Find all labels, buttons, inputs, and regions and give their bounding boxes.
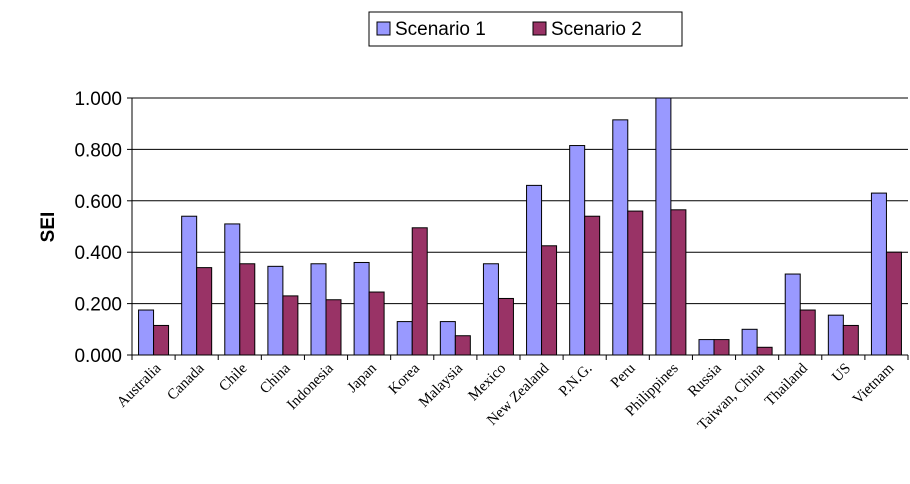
bar-1 bbox=[310, 263, 327, 356]
bar-1 bbox=[612, 119, 629, 356]
bar-2 bbox=[670, 209, 687, 356]
bar-2 bbox=[627, 210, 644, 356]
legend-label: Scenario 2 bbox=[551, 19, 642, 40]
x-tick-label: Thailand bbox=[762, 360, 811, 409]
bar-2 bbox=[842, 324, 859, 356]
x-tick-label: Korea bbox=[386, 360, 423, 397]
bar-2 bbox=[239, 263, 256, 356]
bar-2 bbox=[282, 295, 299, 356]
y-axis-label: SEI bbox=[38, 212, 59, 243]
bars bbox=[138, 97, 902, 356]
bar-2 bbox=[454, 335, 471, 356]
x-tick-label: US bbox=[829, 361, 854, 386]
y-tick-label: 0.000 bbox=[74, 346, 122, 367]
bar-2 bbox=[411, 227, 428, 356]
legend: Scenario 1 Scenario 2 bbox=[368, 11, 683, 47]
y-tick-label: 1.000 bbox=[74, 89, 122, 110]
bar-2 bbox=[541, 245, 558, 356]
x-tick-label: China bbox=[257, 360, 294, 397]
bar-2 bbox=[756, 346, 773, 356]
bar-2 bbox=[799, 309, 816, 356]
bar-1 bbox=[439, 321, 456, 356]
bar-2 bbox=[196, 267, 213, 356]
bar-1 bbox=[698, 339, 715, 356]
x-tick-label: Australia bbox=[114, 360, 164, 410]
y-tick-label: 0.800 bbox=[74, 140, 122, 161]
x-tick-label: Indonesia bbox=[284, 360, 337, 413]
bar-1 bbox=[784, 273, 801, 356]
y-tick-label: 0.400 bbox=[74, 243, 122, 264]
legend-swatch bbox=[532, 21, 547, 36]
x-tick-label: Russia bbox=[685, 360, 725, 400]
legend-swatch bbox=[376, 21, 391, 36]
bar-1 bbox=[827, 314, 844, 356]
bar-2 bbox=[885, 251, 902, 356]
bar-2 bbox=[497, 297, 514, 356]
bar-1 bbox=[526, 184, 543, 356]
bar-1 bbox=[569, 145, 586, 356]
legend-label: Scenario 1 bbox=[395, 19, 486, 40]
bar-1 bbox=[741, 328, 758, 356]
axes bbox=[131, 98, 909, 360]
bar-1 bbox=[224, 223, 241, 356]
x-tick-label: Malaysia bbox=[416, 360, 466, 410]
bar-2 bbox=[584, 215, 601, 356]
y-tick-label: 0.200 bbox=[74, 295, 122, 316]
gridlines bbox=[127, 97, 908, 356]
x-tick-label: Peru bbox=[608, 360, 639, 391]
x-tick-label: Japan bbox=[344, 360, 380, 396]
bar-1 bbox=[181, 215, 198, 356]
bar-1 bbox=[655, 97, 672, 356]
bar-1 bbox=[396, 321, 413, 356]
x-tick-label: Vietnam bbox=[850, 360, 897, 407]
bar-1 bbox=[267, 265, 284, 356]
bar-1 bbox=[482, 263, 499, 356]
bar-2 bbox=[153, 324, 170, 356]
bar-2 bbox=[368, 291, 385, 356]
bar-1 bbox=[138, 309, 155, 356]
x-tick-label: P.N.G. bbox=[556, 361, 595, 400]
bar-2 bbox=[325, 299, 342, 356]
bar-1 bbox=[353, 261, 370, 356]
x-tick-label: Chile bbox=[216, 360, 251, 395]
legend-box bbox=[368, 11, 683, 47]
y-tick-labels: 0.000 0.200 0.400 0.600 0.800 1.000 bbox=[74, 89, 122, 367]
y-tick-label: 0.600 bbox=[74, 192, 122, 213]
x-tick-label: Canada bbox=[164, 360, 207, 403]
bar-1 bbox=[870, 192, 887, 356]
bar-2 bbox=[713, 339, 730, 356]
